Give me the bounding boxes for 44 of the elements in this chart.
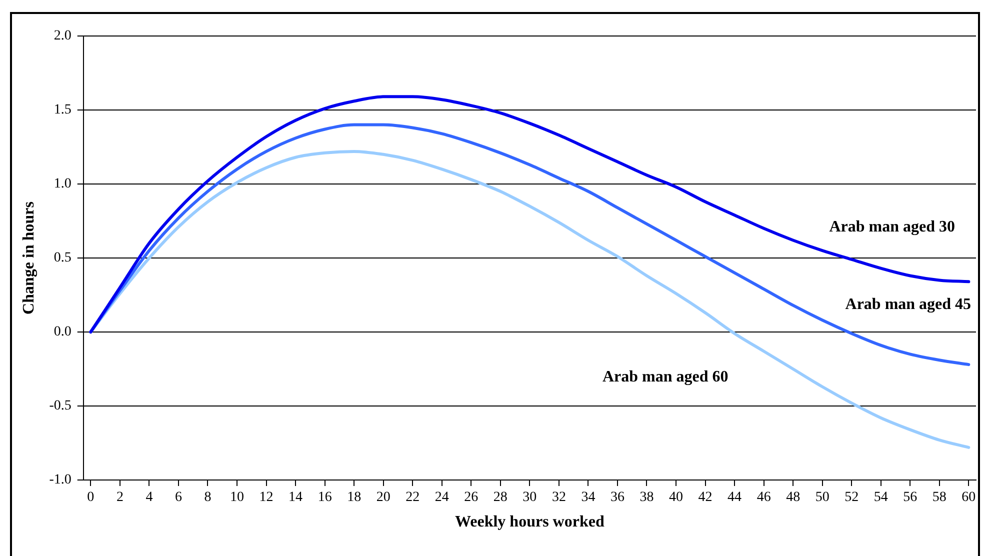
y-tick-label: -1.0	[49, 472, 72, 488]
x-tick-label: 16	[318, 490, 332, 506]
x-tick-label: 12	[259, 490, 274, 506]
x-tick-label: 36	[610, 490, 624, 506]
series-label: Arab man aged 45	[845, 296, 972, 313]
x-tick-label: 54	[874, 490, 888, 506]
y-axis-title: Change in hours	[20, 202, 38, 314]
text: Arab man aged 60	[602, 368, 728, 386]
y-tick-label: 0.5	[54, 250, 72, 266]
x-tick-label: 28	[493, 490, 508, 506]
x-tick-label: 32	[552, 490, 566, 506]
x-axis-title: Weekly hours worked	[455, 514, 604, 531]
x-tick-label: 6	[174, 490, 182, 506]
x-tick-label: 40	[669, 490, 684, 506]
y-tick-label: -0.5	[49, 398, 72, 414]
x-tick-label: 48	[786, 490, 800, 506]
x-tick-label: 8	[204, 490, 212, 506]
x-tick-label: 38	[640, 490, 654, 506]
x-tick-label: 14	[288, 490, 303, 506]
x-tick-label: 42	[698, 490, 712, 506]
x-tick-label: 52	[844, 490, 859, 506]
x-tick-label: 50	[815, 490, 830, 506]
x-tick-label: 30	[522, 490, 537, 506]
y-tick-label: 1.0	[54, 176, 72, 192]
x-tick-label: 2	[116, 490, 124, 506]
y-tick-label: 1.5	[54, 102, 72, 118]
x-tick-label: 60	[962, 490, 976, 506]
x-tick-label: 0	[87, 490, 94, 506]
x-tick-label: 34	[581, 490, 596, 506]
x-tick-label: 26	[464, 490, 478, 506]
x-tick-label: 18	[347, 490, 362, 506]
x-tick-label: 58	[932, 490, 946, 506]
x-tick-label: 46	[756, 490, 771, 506]
x-tick-label: 4	[146, 490, 153, 506]
x-tick-label: 56	[903, 490, 918, 506]
x-tick-label: 22	[406, 490, 420, 506]
line-series	[89, 95, 970, 334]
x-tick-label: 20	[376, 490, 390, 506]
series-label: Arab man aged 30	[829, 218, 955, 236]
y-tick-label: 0.0	[54, 324, 72, 340]
x-tick-label: 10	[230, 490, 244, 506]
x-tick-label: 44	[728, 490, 742, 506]
x-tick-label: 24	[434, 490, 449, 506]
y-tick-label: 2.0	[54, 28, 72, 44]
